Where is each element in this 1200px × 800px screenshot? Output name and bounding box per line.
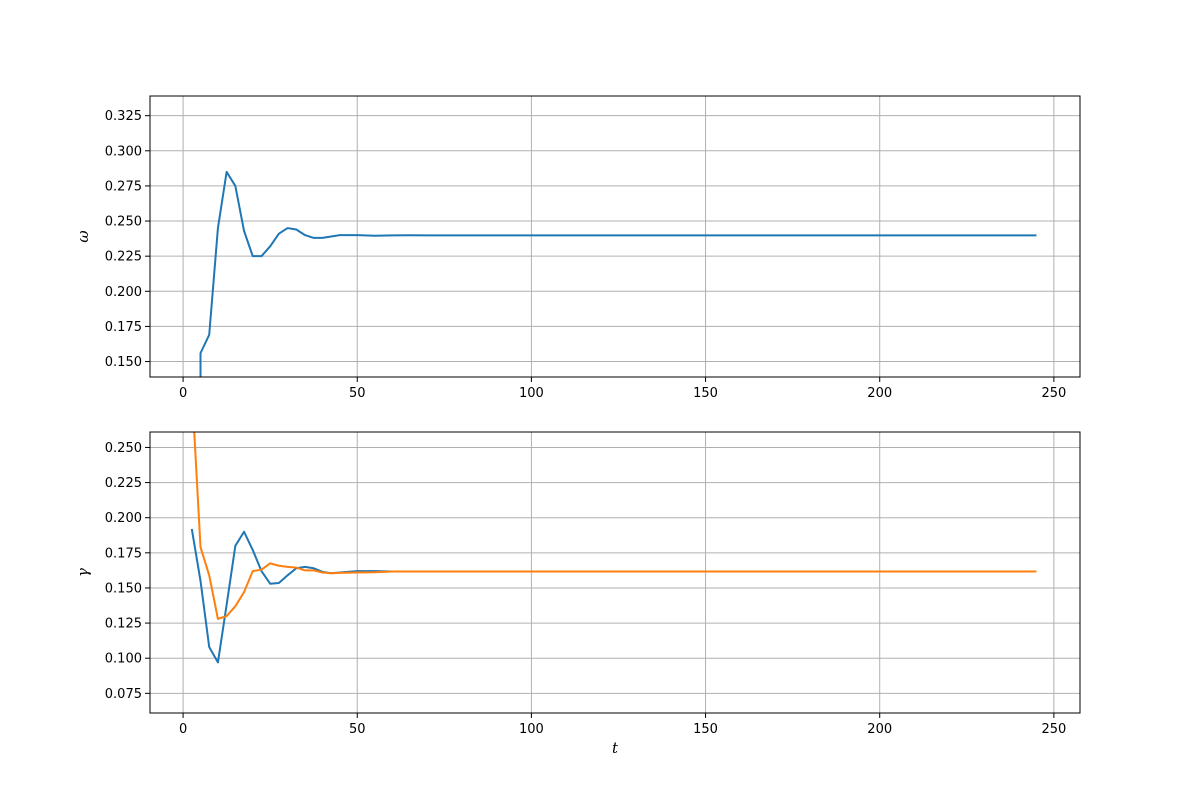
x-tick-label: 200: [867, 722, 892, 737]
y-tick-label: 0.300: [105, 144, 142, 159]
x-tick-label: 100: [519, 722, 544, 737]
y-axis-label: γ: [74, 568, 92, 577]
x-tick-label: 50: [349, 386, 366, 401]
x-tick-label: 0: [179, 386, 187, 401]
y-tick-label: 0.200: [105, 285, 142, 300]
y-tick-label: 0.325: [105, 109, 142, 124]
series-line-0: [190, 528, 1037, 664]
x-tick-label: 250: [1041, 386, 1066, 401]
gamma-subplot: 0 50 100 150 200 250 0.075 0.100 0.125 0.150 0.175…: [74, 431, 1081, 757]
y-tick-label: 0.150: [105, 581, 142, 596]
x-tick-label: 150: [693, 386, 718, 401]
x-tick-label: 0: [179, 722, 187, 737]
y-tick-label: 0.250: [105, 215, 142, 230]
y-tick-label: 0.100: [105, 652, 142, 667]
x-tick-label: 250: [1041, 722, 1066, 737]
y-tick-label: 0.075: [105, 687, 142, 702]
y-tick-label: 0.175: [105, 546, 142, 561]
x-tick-label: 100: [519, 386, 544, 401]
x-tick-label: 200: [867, 386, 892, 401]
x-tick-label: 50: [349, 722, 366, 737]
series-line-1: [193, 432, 1037, 620]
series-line-0: [199, 170, 1037, 377]
plot-frame: [149, 431, 1081, 714]
y-tick-label: 0.225: [105, 250, 142, 265]
plot-frame: [149, 95, 1081, 378]
y-tick-label: 0.250: [105, 441, 142, 456]
y-tick-label: 0.225: [105, 476, 142, 491]
y-tick-label: 0.275: [105, 179, 142, 194]
x-axis-label: t: [612, 739, 619, 757]
y-tick-label: 0.150: [105, 355, 142, 370]
y-axis-label: ω: [74, 230, 92, 242]
y-tick-label: 0.200: [105, 511, 142, 526]
omega-subplot: 0 50 100 150 200 250 0.150 0.175 0.200 0.225 0.250…: [74, 95, 1081, 401]
y-tick-label: 0.175: [105, 320, 142, 335]
x-tick-label: 150: [693, 722, 718, 737]
y-tick-label: 0.125: [105, 617, 142, 632]
